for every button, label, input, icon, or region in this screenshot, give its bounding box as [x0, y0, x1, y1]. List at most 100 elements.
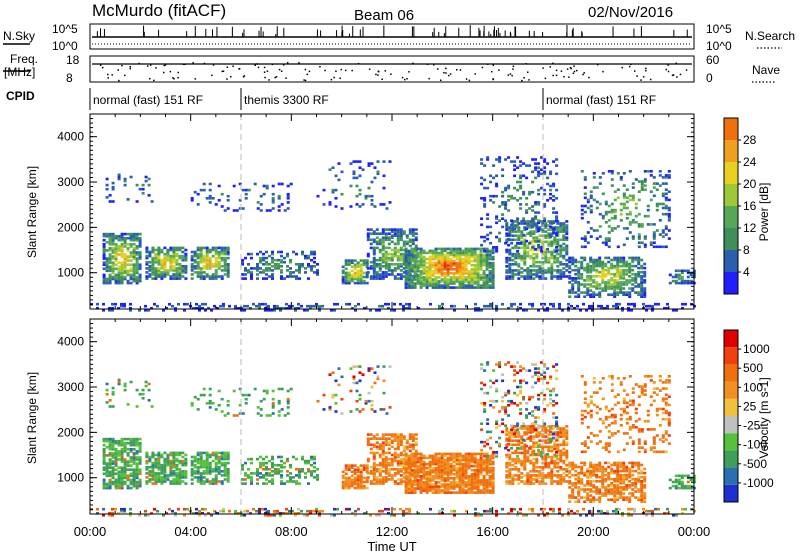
power-cell — [592, 266, 596, 270]
power-cell — [404, 276, 408, 279]
power-cell — [476, 257, 480, 261]
velocity-cell — [366, 476, 370, 479]
power-cell — [580, 283, 584, 286]
velocity-cell — [160, 455, 164, 459]
velocity-cell — [247, 457, 250, 461]
power-cell — [390, 271, 394, 274]
power-cell — [446, 261, 450, 265]
power-cell — [501, 302, 504, 306]
power-cell — [507, 307, 510, 310]
velocity-cell — [396, 437, 400, 440]
power-cell — [508, 228, 512, 231]
power-cell — [488, 274, 492, 277]
power-cell — [550, 228, 554, 231]
power-cell — [446, 278, 450, 281]
power-cell — [434, 251, 438, 255]
velocity-cell — [384, 476, 388, 479]
nave-dot — [274, 76, 276, 79]
power-cell — [365, 265, 369, 269]
power-cell — [434, 276, 438, 279]
power-cell — [610, 227, 614, 230]
velocity-cell — [449, 462, 453, 466]
nave-dot — [285, 77, 287, 79]
velocity-cell — [458, 475, 462, 478]
power-cell — [631, 268, 635, 272]
power-cell — [516, 188, 520, 192]
power-cell — [598, 285, 602, 288]
power-cell — [531, 225, 535, 229]
power-cell — [111, 275, 115, 279]
velocity-cell — [422, 470, 426, 474]
power-cell — [250, 252, 253, 256]
velocity-cell — [117, 480, 121, 484]
velocity-cell — [366, 437, 370, 440]
power-cell — [246, 304, 249, 308]
power-cell — [559, 226, 563, 229]
power-cell — [523, 240, 527, 244]
velocity-cell — [413, 491, 417, 494]
power-cell — [184, 277, 188, 280]
power-cell — [271, 273, 274, 276]
power-cell — [616, 270, 620, 274]
power-cell — [595, 268, 599, 272]
power-cell — [102, 257, 106, 260]
power-cell — [362, 275, 366, 279]
power-cell — [226, 252, 230, 256]
velocity-cell — [353, 470, 357, 474]
power-cell — [366, 267, 370, 270]
power-cell — [491, 251, 495, 255]
power-cell — [523, 252, 527, 256]
power-cell — [431, 284, 435, 287]
velocity-cell — [126, 468, 130, 471]
power-cell — [574, 260, 578, 264]
power-cell — [276, 307, 279, 310]
power-cell — [220, 256, 224, 260]
power-cell — [135, 183, 139, 187]
power-cell — [117, 277, 121, 281]
velocity-cell — [473, 473, 477, 476]
power-cell — [522, 162, 526, 165]
power-cell — [250, 267, 253, 270]
power-cell — [160, 275, 164, 278]
velocity-cell — [408, 449, 412, 453]
power-cell — [625, 279, 629, 282]
nave-dot — [640, 79, 642, 81]
velocity-cell — [126, 464, 130, 467]
velocity-cell — [105, 470, 109, 474]
velocity-cell — [440, 477, 444, 480]
velocity-cell — [151, 476, 155, 479]
power-cell — [601, 216, 605, 220]
power-cell — [428, 276, 432, 279]
power-cell — [250, 256, 253, 260]
power-cell — [540, 156, 544, 159]
velocity-cell — [268, 474, 271, 477]
velocity-cell — [366, 472, 370, 475]
power-cell — [138, 273, 142, 277]
power-cell — [132, 247, 136, 250]
power-cell — [356, 281, 360, 285]
power-cell — [190, 273, 194, 276]
velocity-cell — [413, 489, 417, 492]
power-cell — [304, 271, 307, 274]
power-cell — [304, 267, 307, 270]
power-cell — [241, 188, 245, 192]
power-cell — [586, 268, 590, 272]
velocity-cell — [102, 468, 106, 471]
velocity-cell — [413, 468, 417, 472]
power-cell — [184, 269, 188, 272]
power-cell — [384, 234, 388, 237]
power-cell — [580, 216, 584, 220]
power-cell — [514, 244, 518, 248]
velocity-cell — [163, 461, 167, 465]
power-cell — [295, 275, 298, 278]
power-cell — [541, 240, 545, 244]
cpid-label: CPID — [6, 89, 35, 103]
power-cell — [547, 250, 551, 254]
velocity-cell — [135, 484, 139, 488]
power-cell — [226, 194, 230, 198]
velocity-cell — [347, 480, 351, 484]
power-cell — [413, 263, 417, 267]
power-cell — [486, 304, 489, 308]
velocity-cell — [452, 477, 456, 480]
power-cell — [199, 250, 203, 254]
